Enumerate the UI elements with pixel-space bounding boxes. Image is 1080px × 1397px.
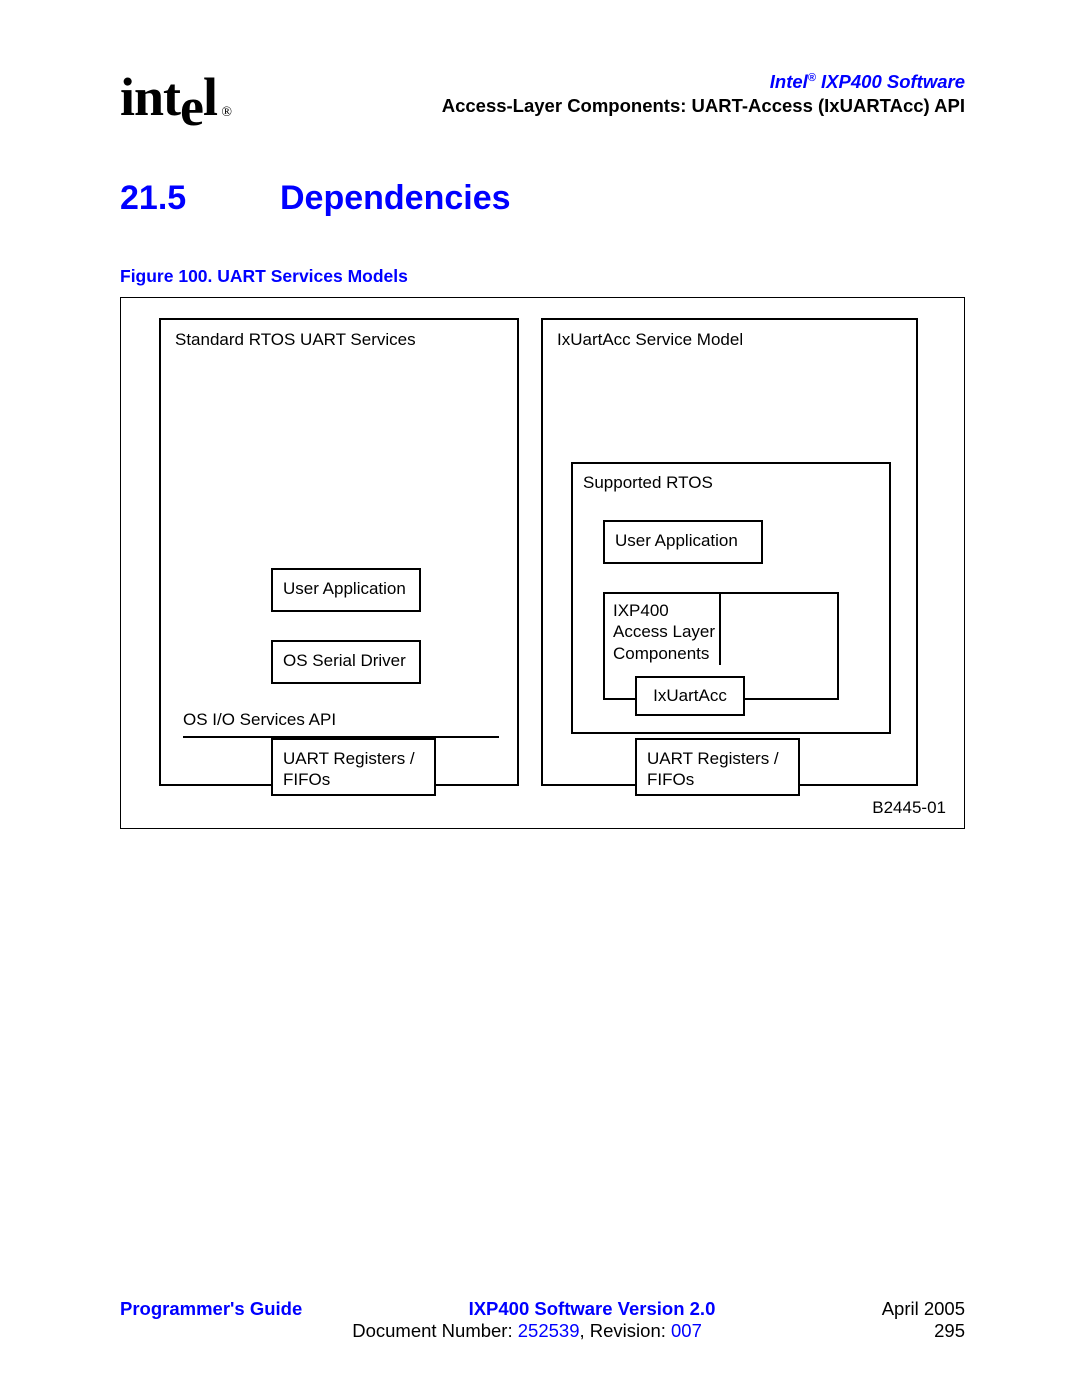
section-title: Dependencies bbox=[280, 179, 511, 217]
header-product: Intel bbox=[770, 71, 808, 92]
footer-date: April 2005 bbox=[882, 1298, 965, 1320]
uart-registers-box-left: UART Registers / FIFOs bbox=[271, 738, 436, 796]
ixp400-divider bbox=[719, 592, 721, 665]
ixuartacc-box: IxUartAcc bbox=[635, 676, 745, 716]
header-product2: IXP400 Software bbox=[816, 71, 965, 92]
header-subtitle: Access-Layer Components: UART-Access (Ix… bbox=[442, 94, 965, 118]
uart-registers-box-right: UART Registers / FIFOs bbox=[635, 738, 800, 796]
section-number: 21.5 bbox=[120, 179, 280, 218]
ixuartacc-model: IxUartAcc Service Model Supported RTOS U… bbox=[541, 318, 918, 786]
ixp400-label: IXP400 Access Layer Components bbox=[613, 600, 715, 664]
footer-page: 295 bbox=[934, 1320, 965, 1342]
page-header: Intel® IXP400 Software Access-Layer Comp… bbox=[442, 70, 965, 118]
standard-rtos-model: Standard RTOS UART Services User Applica… bbox=[159, 318, 519, 786]
figure-frame: Standard RTOS UART Services User Applica… bbox=[120, 297, 965, 829]
right-model-title: IxUartAcc Service Model bbox=[557, 330, 916, 350]
user-application-box-right: User Application bbox=[603, 520, 763, 564]
footer-docnum: Document Number: 252539, Revision: 007 bbox=[120, 1320, 934, 1342]
section-heading: 21.5Dependencies bbox=[120, 179, 965, 218]
footer-guide: Programmer's Guide bbox=[120, 1298, 302, 1320]
os-serial-driver-box: OS Serial Driver bbox=[271, 640, 421, 684]
os-io-services-api-label: OS I/O Services API bbox=[183, 710, 499, 738]
page-footer: Programmer's Guide IXP400 Software Versi… bbox=[120, 1298, 965, 1342]
intel-logo: intel® bbox=[120, 70, 231, 124]
left-model-title: Standard RTOS UART Services bbox=[175, 330, 517, 350]
supported-rtos-label: Supported RTOS bbox=[583, 472, 879, 493]
footer-version: IXP400 Software Version 2.0 bbox=[302, 1298, 881, 1320]
user-application-box: User Application bbox=[271, 568, 421, 612]
figure-caption: Figure 100. UART Services Models bbox=[120, 266, 965, 287]
header-reg: ® bbox=[808, 72, 816, 84]
figure-id: B2445-01 bbox=[872, 798, 946, 818]
